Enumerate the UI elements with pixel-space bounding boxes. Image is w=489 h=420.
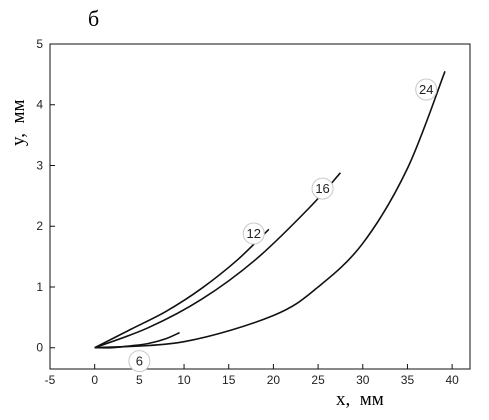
x-tick-label: 5 xyxy=(136,373,143,387)
curve-16 xyxy=(94,172,342,349)
curve-label-6: 6 xyxy=(136,354,143,369)
y-tick-label: 2 xyxy=(36,219,43,233)
curve-labels: 6 12 16 24 xyxy=(128,78,438,373)
x-tick-label: -5 xyxy=(45,373,56,387)
x-tick-label: 30 xyxy=(356,373,370,387)
y-tick-label: 1 xyxy=(36,280,43,294)
curve-12 xyxy=(94,228,270,349)
x-tick-label: 10 xyxy=(177,373,191,387)
x-tick-label: 25 xyxy=(311,373,325,387)
curve-label-circle xyxy=(128,350,151,373)
y-tick-label: 0 xyxy=(36,341,43,355)
x-axis-label: x, мм xyxy=(336,389,384,410)
panel-label: б xyxy=(88,6,99,31)
curve-label-circle xyxy=(311,177,334,200)
plot-frame xyxy=(49,43,471,370)
curve-label-12: 12 xyxy=(247,226,261,241)
x-tick-label: 20 xyxy=(267,373,281,387)
y-tick-label: 5 xyxy=(36,37,43,51)
y-tick-label: 4 xyxy=(36,98,43,112)
x-tick-label: 15 xyxy=(222,373,236,387)
curve-label-16: 16 xyxy=(315,181,329,196)
x-tick-label: 35 xyxy=(401,373,415,387)
curves xyxy=(94,71,446,349)
curve-24 xyxy=(94,71,446,349)
curve-label-24: 24 xyxy=(419,82,433,97)
x-tick-label: 0 xyxy=(91,373,98,387)
y-axis-label: y, мм xyxy=(8,99,29,146)
curve-label-circle xyxy=(242,222,265,245)
y-tick-label: 3 xyxy=(36,158,43,172)
curve-label-circle xyxy=(415,78,438,101)
x-tick-label: 40 xyxy=(445,373,459,387)
